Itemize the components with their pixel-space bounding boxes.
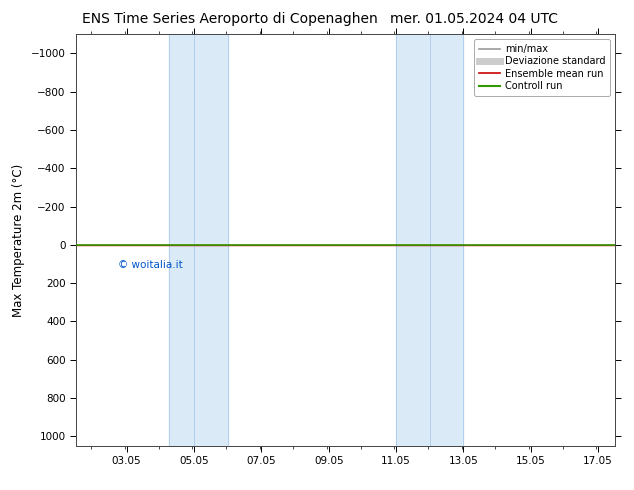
Text: ENS Time Series Aeroporto di Copenaghen: ENS Time Series Aeroporto di Copenaghen	[82, 12, 378, 26]
Legend: min/max, Deviazione standard, Ensemble mean run, Controll run: min/max, Deviazione standard, Ensemble m…	[474, 39, 610, 96]
Text: © woitalia.it: © woitalia.it	[118, 260, 183, 270]
Text: mer. 01.05.2024 04 UTC: mer. 01.05.2024 04 UTC	[390, 12, 558, 26]
Bar	[396, 34, 463, 446]
Y-axis label: Max Temperature 2m (°C): Max Temperature 2m (°C)	[12, 164, 25, 317]
Bar	[169, 34, 228, 446]
